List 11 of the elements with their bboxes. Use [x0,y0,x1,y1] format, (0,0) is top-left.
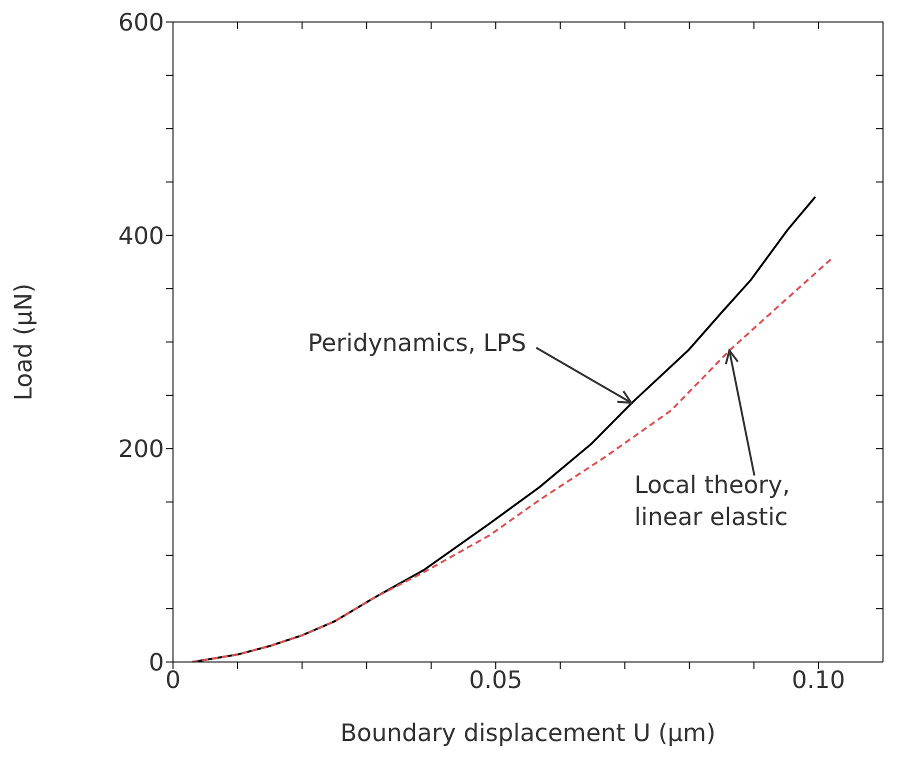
y-tick-label: 600 [118,8,164,37]
y-tick-label: 400 [118,222,164,250]
x-tick-label: 0.10 [792,666,846,694]
annotation: Local theory, linear elastic [634,470,791,533]
line-series [191,256,834,662]
x-tick-label: 0.05 [469,666,522,694]
y-tick-label: 200 [118,435,164,464]
y-tick-label: 0 [148,648,164,677]
x-axis-title: Boundary displacement U (μm) [340,719,716,747]
y-axis-title: Load (μN) [10,283,38,401]
annotation: Peridynamics, LPS [308,328,526,359]
